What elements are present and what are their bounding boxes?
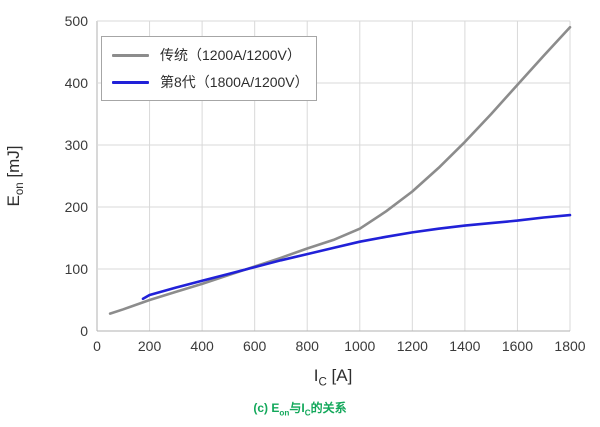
x-tick-label: 800: [296, 338, 320, 354]
figure-caption: (c) Eon与IC的关系: [253, 401, 347, 418]
legend-item-traditional: 传统（1200A/1200V）: [112, 45, 310, 65]
x-tick-label: 600: [243, 338, 267, 354]
legend-label-traditional: 传统（1200A/1200V）: [160, 47, 301, 63]
y-tick-label: 100: [65, 261, 89, 277]
x-tick-label: 1400: [449, 338, 480, 354]
y-tick-label: 0: [80, 323, 88, 339]
y-tick-label: 200: [65, 199, 89, 215]
series-curve-1: [141, 213, 572, 301]
x-tick-label: 1800: [554, 338, 585, 354]
legend-line-blue: [112, 80, 149, 84]
y-tick-label: 500: [65, 13, 89, 29]
legend-label-gen8: 第8代（1800A/1200V）: [160, 74, 309, 90]
x-tick-label: 1600: [502, 338, 533, 354]
chart-legend: 传统（1200A/1200V） 第8代（1800A/1200V）: [101, 36, 317, 101]
legend-item-gen8: 第8代（1800A/1200V）: [112, 72, 310, 92]
y-tick-label: 300: [65, 137, 89, 153]
x-axis-label: IC [A]: [313, 366, 353, 389]
y-axis-label: Eon [mJ]: [3, 145, 27, 207]
x-tick-label: 0: [93, 338, 101, 354]
x-tick-label: 1000: [344, 338, 375, 354]
legend-line-gray: [112, 53, 149, 57]
x-tick-label: 1200: [397, 338, 428, 354]
series-curve-0: [108, 25, 572, 315]
y-tick-label: 400: [65, 75, 89, 91]
x-tick-label: 200: [138, 338, 162, 354]
x-tick-label: 400: [190, 338, 214, 354]
